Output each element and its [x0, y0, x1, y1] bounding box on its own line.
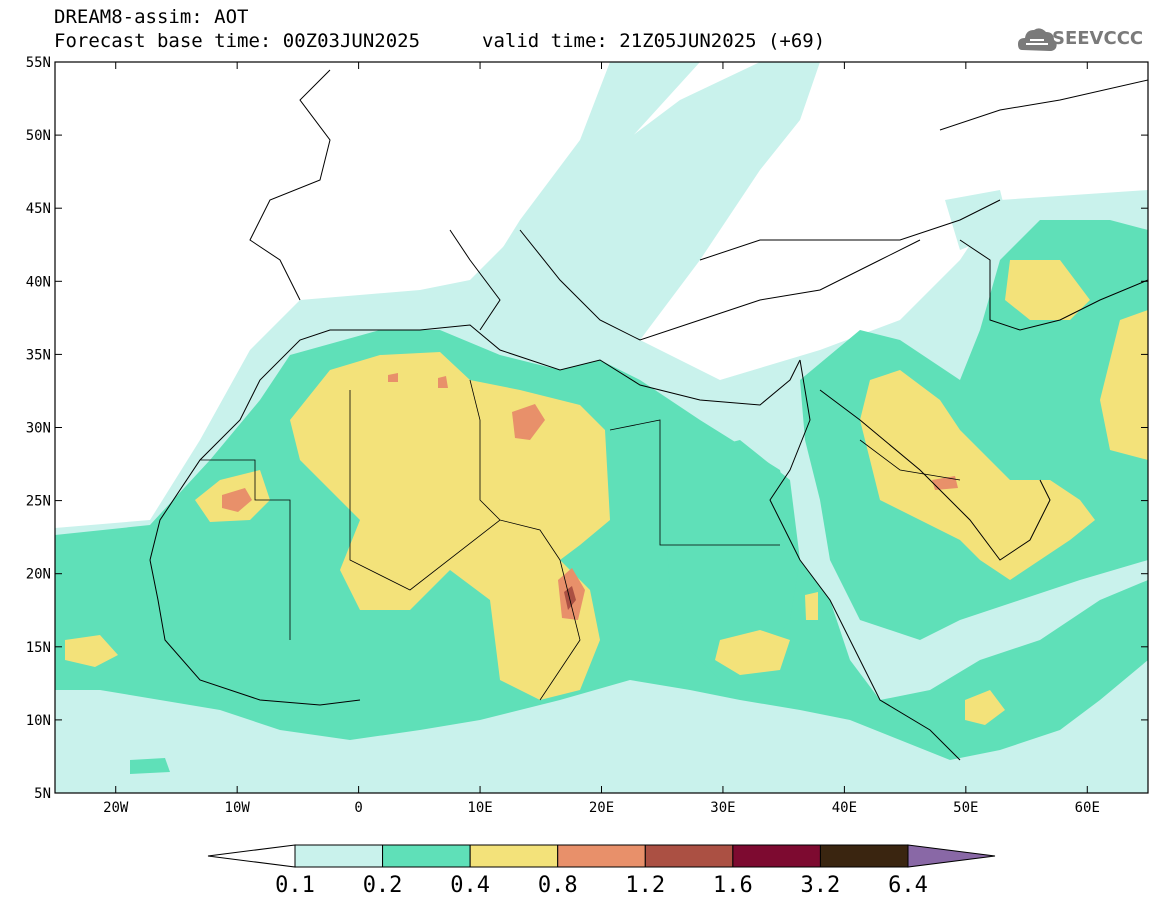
lat-tick-label: 25N [26, 494, 51, 510]
lat-tick-label: 55N [26, 55, 51, 71]
lat-tick-label: 10N [26, 713, 51, 729]
cloud-icon [1018, 28, 1057, 51]
colorbar: 0.1 0.2 0.4 0.8 1.2 1.6 3.2 6.4 [207, 844, 996, 898]
aot-level-1-2 [564, 586, 576, 610]
colorbar-label: 0.1 [275, 873, 315, 898]
latitude-axis: 5N 10N 15N 20N 25N 30N 35N 40N 45N 50N 55N [26, 55, 1148, 802]
colorbar-swatch [819, 844, 909, 868]
forecast-base-time: Forecast base time: 00Z03JUN2025 [54, 30, 421, 52]
lat-tick-label: 20N [26, 567, 51, 583]
lon-tick-label: 20E [589, 800, 614, 816]
lat-tick-label: 45N [26, 201, 51, 217]
colorbar-swatch [732, 844, 821, 868]
lon-tick-label: 60E [1075, 800, 1100, 816]
lon-tick-label: 0 [354, 800, 362, 816]
colorbar-swatch [644, 844, 734, 868]
map-title: DREAM8-assim: AOT [54, 6, 249, 28]
colorbar-swatch [382, 844, 471, 868]
longitude-axis: 20W 10W 0 10E 20E 30E 40E 50E 60E [103, 62, 1100, 816]
colorbar-swatch [469, 844, 559, 868]
colorbar-swatch [294, 844, 384, 868]
logo-text: SEEVCCC [1052, 28, 1144, 49]
colorbar-label: 0.4 [450, 873, 490, 898]
valid-time: valid time: 21Z05JUN2025 (+69) [482, 30, 826, 52]
colorbar-label: 3.2 [801, 873, 841, 898]
colorbar-label: 0.2 [363, 873, 403, 898]
colorbar-label: 0.8 [538, 873, 578, 898]
lon-tick-label: 40E [832, 800, 857, 816]
colorbar-swatch [557, 844, 646, 868]
aot-field [55, 62, 1148, 793]
lat-tick-label: 40N [26, 274, 51, 290]
country-borders [200, 379, 961, 701]
lat-tick-label: 35N [26, 347, 51, 363]
lon-tick-label: 50E [953, 800, 978, 816]
lat-tick-label: 15N [26, 640, 51, 656]
coastlines [149, 69, 1148, 761]
colorbar-label: 6.4 [888, 873, 928, 898]
colorbar-below-arrow [207, 844, 296, 868]
lat-tick-label: 50N [26, 128, 51, 144]
lat-tick-label: 5N [34, 786, 51, 802]
lat-tick-label: 30N [26, 421, 51, 437]
lon-tick-label: 30E [710, 800, 735, 816]
colorbar-above-arrow [907, 844, 996, 868]
colorbar-label: 1.6 [713, 873, 753, 898]
lon-tick-label: 10E [467, 800, 492, 816]
lon-tick-label: 20W [103, 800, 129, 816]
colorbar-label: 1.2 [625, 873, 665, 898]
lon-tick-label: 10W [225, 800, 251, 816]
